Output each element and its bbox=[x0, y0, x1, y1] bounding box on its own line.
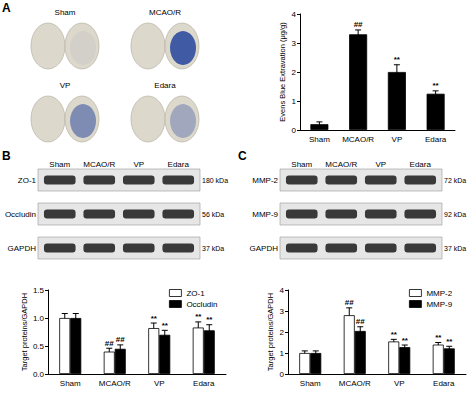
svg-text:**: ** bbox=[446, 337, 453, 346]
svg-text:Target proteins/GAPDH: Target proteins/GAPDH bbox=[20, 293, 29, 371]
svg-text:MMP-9: MMP-9 bbox=[252, 210, 278, 219]
svg-text:Edara: Edara bbox=[154, 81, 176, 90]
svg-text:MMP-9: MMP-9 bbox=[426, 300, 452, 309]
svg-text:Edara: Edara bbox=[410, 160, 432, 169]
svg-text:2: 2 bbox=[292, 68, 297, 77]
svg-text:VP: VP bbox=[394, 379, 405, 388]
svg-text:Edara: Edara bbox=[193, 379, 215, 388]
svg-text:VP: VP bbox=[154, 379, 165, 388]
svg-text:37 kDa: 37 kDa bbox=[202, 245, 224, 252]
svg-text:VP: VP bbox=[392, 135, 403, 144]
svg-text:2: 2 bbox=[280, 328, 285, 337]
svg-text:**: ** bbox=[433, 81, 440, 90]
svg-text:MCAO/R: MCAO/R bbox=[149, 8, 181, 17]
svg-text:VP: VP bbox=[133, 160, 144, 169]
svg-text:Sham: Sham bbox=[300, 379, 321, 388]
svg-text:1: 1 bbox=[280, 349, 285, 358]
svg-text:##: ## bbox=[356, 317, 365, 326]
svg-text:92 kDa: 92 kDa bbox=[444, 211, 466, 218]
svg-text:**: ** bbox=[162, 321, 169, 330]
svg-text:MCAO/R: MCAO/R bbox=[83, 160, 115, 169]
svg-text:4: 4 bbox=[292, 10, 297, 19]
svg-text:MMP-2: MMP-2 bbox=[252, 176, 278, 185]
svg-text:C: C bbox=[238, 149, 247, 163]
svg-text:**: ** bbox=[206, 315, 213, 324]
svg-text:0.5: 0.5 bbox=[33, 342, 45, 351]
svg-text:Edara: Edara bbox=[168, 160, 190, 169]
svg-text:37 kDa: 37 kDa bbox=[444, 245, 466, 252]
svg-text:Sham: Sham bbox=[60, 379, 81, 388]
svg-text:VP: VP bbox=[60, 81, 71, 90]
svg-text:GAPDH: GAPDH bbox=[8, 244, 37, 253]
svg-text:Edara: Edara bbox=[433, 379, 455, 388]
svg-text:Sham: Sham bbox=[49, 160, 70, 169]
svg-text:Sham: Sham bbox=[55, 8, 76, 17]
svg-text:3: 3 bbox=[292, 39, 297, 48]
svg-text:0.0: 0.0 bbox=[33, 370, 45, 379]
svg-text:A: A bbox=[2, 1, 11, 15]
svg-text:56 kDa: 56 kDa bbox=[202, 211, 224, 218]
svg-text:Target proteins/GAPDH: Target proteins/GAPDH bbox=[266, 293, 275, 371]
svg-text:3: 3 bbox=[280, 307, 285, 316]
svg-text:**: ** bbox=[402, 336, 409, 345]
svg-text:##: ## bbox=[354, 20, 363, 29]
svg-text:0: 0 bbox=[292, 126, 297, 135]
svg-text:**: ** bbox=[195, 312, 202, 321]
svg-text:0: 0 bbox=[280, 370, 285, 379]
svg-text:MCAO/R: MCAO/R bbox=[99, 379, 131, 388]
svg-text:GAPDH: GAPDH bbox=[250, 244, 279, 253]
svg-text:MCAO/R: MCAO/R bbox=[342, 135, 374, 144]
svg-text:Occludin: Occludin bbox=[186, 300, 217, 309]
svg-text:VP: VP bbox=[375, 160, 386, 169]
svg-text:4: 4 bbox=[280, 286, 285, 295]
svg-text:1.0: 1.0 bbox=[33, 314, 45, 323]
svg-text:180 kDa: 180 kDa bbox=[202, 177, 228, 184]
svg-text:Sham: Sham bbox=[291, 160, 312, 169]
svg-text:**: ** bbox=[391, 330, 398, 339]
svg-text:1: 1 bbox=[292, 97, 297, 106]
svg-text:B: B bbox=[2, 149, 11, 163]
svg-text:**: ** bbox=[435, 333, 442, 342]
svg-text:MMP-2: MMP-2 bbox=[426, 289, 452, 298]
svg-text:Evens Blue Extravation (μg/g): Evens Blue Extravation (μg/g) bbox=[278, 22, 287, 122]
svg-text:Occludin: Occludin bbox=[5, 210, 36, 219]
svg-text:##: ## bbox=[116, 335, 125, 344]
svg-text:MCAO/R: MCAO/R bbox=[325, 160, 357, 169]
svg-text:MCAO/R: MCAO/R bbox=[339, 379, 371, 388]
svg-text:72 kDa: 72 kDa bbox=[444, 177, 466, 184]
svg-text:ZO-1: ZO-1 bbox=[18, 176, 37, 185]
svg-text:##: ## bbox=[345, 298, 354, 307]
svg-text:Sham: Sham bbox=[309, 135, 330, 144]
svg-text:Edara: Edara bbox=[425, 135, 447, 144]
svg-text:##: ## bbox=[105, 339, 114, 348]
svg-text:ZO-1: ZO-1 bbox=[186, 289, 205, 298]
svg-text:1.5: 1.5 bbox=[33, 286, 45, 295]
svg-text:**: ** bbox=[394, 55, 401, 64]
svg-text:**: ** bbox=[151, 314, 158, 323]
